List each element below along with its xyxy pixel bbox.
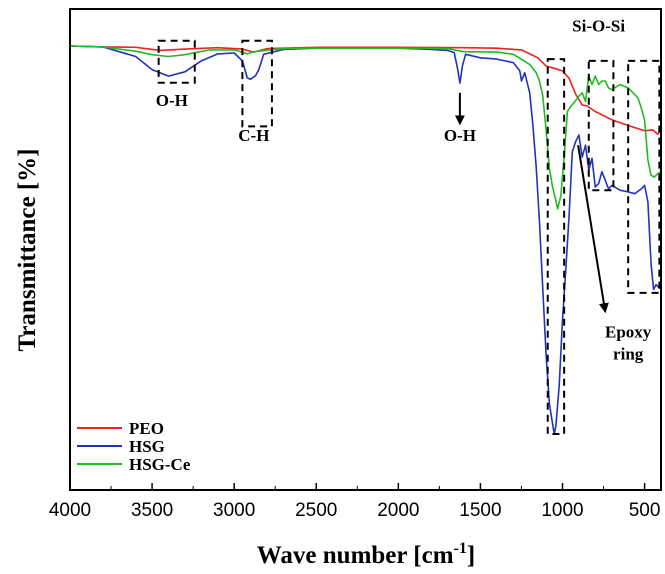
x-tick-label-2000: 2000 <box>377 500 419 521</box>
x-axis-title-close-bracket: ] <box>467 542 475 569</box>
y-axis-title: Transmittance [%] <box>14 149 41 352</box>
dashed-box-si-o-si-450-region <box>627 59 661 294</box>
x-axis-title-superscript: -1 <box>454 540 467 557</box>
series-line-hsg-ce <box>69 45 662 210</box>
x-axis-title-main: Wave number [cm <box>257 542 454 569</box>
series-line-peo <box>69 45 662 136</box>
x-tick-label-3500: 3500 <box>131 500 173 521</box>
annotation-si-o-si-3: Si-O-Si <box>572 17 625 36</box>
annotation-ring-5: ring <box>613 344 644 363</box>
x-tick-label-1500: 1500 <box>459 500 501 521</box>
dashed-box-si-o-si-800-region <box>587 59 615 192</box>
annotation-c-h-1: C-H <box>238 126 269 145</box>
dashed-box-si-o-si-1080-region <box>546 58 566 436</box>
annotation-epoxy-4: Epoxy <box>605 322 652 341</box>
legend-label-peo: PEO <box>129 419 164 438</box>
x-axis-ticks: 4000 3500 3000 2500 2000 1500 1000 500 <box>49 483 661 521</box>
x-axis-title: Wave number [cm-1] <box>257 540 475 569</box>
dashed-box-o-h-region <box>157 39 196 84</box>
x-tick-label-4000: 4000 <box>49 500 91 521</box>
legend-label-hsg: HSG <box>129 437 165 456</box>
dashed-box-c-h-region <box>241 39 273 128</box>
x-tick-label-3000: 3000 <box>213 500 255 521</box>
annotation-o-h-0: O-H <box>156 91 188 110</box>
x-tick-label-1000: 1000 <box>541 500 583 521</box>
x-tick-label-2500: 2500 <box>295 500 337 521</box>
x-tick-label-500: 500 <box>629 500 661 521</box>
epoxy-ring-arrow <box>577 145 609 314</box>
plot-frame <box>69 8 662 491</box>
annotation-o-h-2: O-H <box>444 126 476 145</box>
legend-label-hsg-ce: HSG-Ce <box>129 455 191 474</box>
plot-area: O-H C-H O-H Si-O-Si Epoxy ring <box>69 17 662 436</box>
series-line-hsg <box>69 45 662 435</box>
